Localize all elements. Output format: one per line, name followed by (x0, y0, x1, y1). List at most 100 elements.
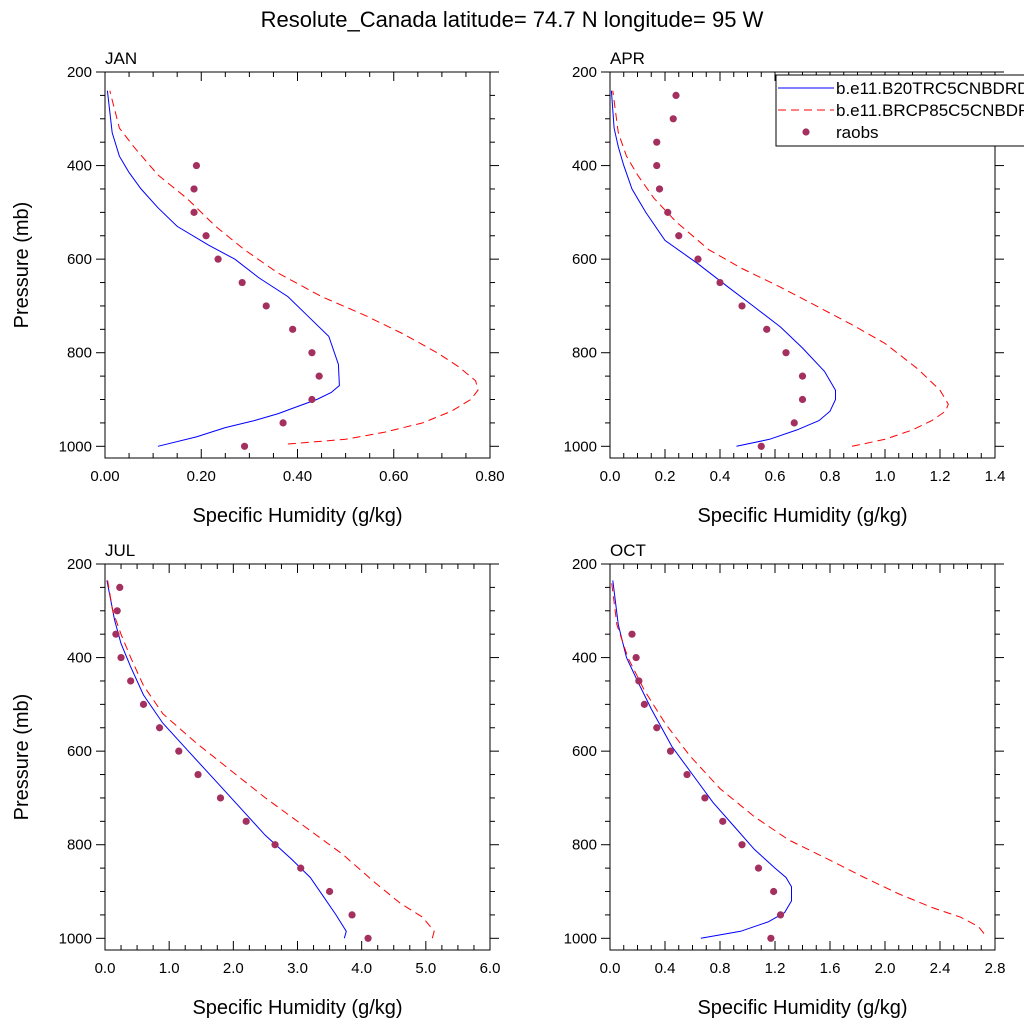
x-axis-label: Specific Humidity (g/kg) (697, 505, 907, 527)
raobs-point (190, 185, 198, 193)
series-b-e11-b20trc5cnbdrd-line (612, 580, 792, 939)
raobs-point (139, 700, 148, 708)
y-tick-label: 200 (572, 64, 597, 81)
raobs-point (190, 208, 198, 216)
raobs-point (738, 302, 746, 310)
y-tick-label: 600 (572, 743, 597, 760)
plot-frame (104, 563, 491, 951)
series-b-e11-brcp85c5cnbdrd-line (610, 580, 985, 934)
series-raobs (112, 583, 372, 942)
x-tick-label: 2.0 (875, 960, 896, 977)
y-tick-label: 1000 (564, 438, 597, 455)
raobs-point (635, 677, 643, 685)
raobs-point (669, 115, 677, 123)
raobs-point (308, 395, 316, 404)
y-tick-label: 800 (67, 837, 92, 854)
x-tick-label: 1.6 (820, 960, 841, 977)
x-tick-label: 0.40 (283, 468, 312, 485)
x-tick-label: 5.0 (415, 960, 436, 977)
raobs-point (675, 232, 683, 240)
panel-jan: JAN 0.00 0.20 0.40 0.60 0.80 200 400 600 800 1000 S… (11, 49, 505, 527)
raobs-point (664, 208, 672, 216)
raobs-point (155, 724, 164, 732)
x-tick-label: 1.0 (159, 960, 180, 977)
series-b-e11-b20trc5cnbdrd-line (106, 580, 347, 939)
raobs-point (242, 817, 250, 825)
raobs-point (798, 372, 807, 380)
raobs-point (776, 911, 785, 919)
y-tick-label: 800 (572, 837, 597, 854)
raobs-point (127, 677, 135, 685)
raobs-point (113, 607, 121, 615)
raobs-point (757, 442, 765, 450)
y-tick-label: 800 (67, 345, 92, 362)
x-tick-label: 0.0 (95, 960, 116, 977)
raobs-point (325, 887, 334, 896)
raobs-point (653, 724, 661, 732)
x-axis-label: Specific Humidity (g/kg) (697, 997, 907, 1019)
raobs-point (653, 138, 661, 146)
y-tick-label: 600 (67, 743, 92, 760)
raobs-point (348, 911, 356, 919)
raobs-point (240, 442, 249, 450)
plot-frame (104, 71, 491, 459)
panel-title: APR (610, 49, 645, 68)
y-tick-label: 200 (572, 556, 597, 573)
y-axis-label: Pressure (mb) (11, 202, 33, 329)
raobs-point (770, 887, 778, 896)
x-tick-label: 1.4 (985, 468, 1006, 485)
raobs-point (315, 372, 323, 380)
x-tick-label: 0.0 (600, 960, 621, 977)
y-tick-label: 600 (572, 251, 597, 268)
series-b-e11-b20trc5cnbdrd-line (106, 90, 340, 447)
legend: b.e11.B20TRC5CNBDRD b.e11.BRCP85C5CNBDRD r… (775, 74, 1024, 147)
raobs-point (279, 419, 287, 427)
raobs-point (262, 302, 270, 310)
y-tick-label: 200 (67, 556, 92, 573)
raobs-point (719, 817, 727, 825)
raobs-point (701, 794, 709, 802)
legend-marker (802, 128, 810, 136)
raobs-point (738, 841, 746, 849)
raobs-point (767, 934, 775, 942)
series-raobs (190, 161, 323, 450)
panel-title: JAN (105, 49, 137, 68)
x-tick-label: 1.2 (765, 960, 786, 977)
y-tick-label: 400 (572, 158, 597, 175)
raobs-point (798, 395, 807, 404)
raobs-point (782, 349, 790, 357)
legend-label: b.e11.B20TRC5CNBDRD (836, 79, 1024, 98)
raobs-point (297, 864, 305, 872)
plot-frame (609, 563, 996, 951)
x-tick-label: 1.2 (930, 468, 951, 485)
x-tick-label: 6.0 (480, 960, 501, 977)
y-tick-label: 1000 (59, 930, 92, 947)
raobs-point (754, 864, 763, 872)
raobs-point (716, 278, 724, 287)
legend-label: b.e11.BRCP85C5CNBDRD (836, 101, 1024, 120)
raobs-point (628, 630, 636, 638)
y-axis-label: Pressure (mb) (11, 694, 33, 821)
legend-label: raobs (836, 123, 879, 142)
x-tick-label: 1.0 (875, 468, 896, 485)
x-tick-label: 0.8 (710, 960, 731, 977)
x-tick-label: 0.60 (379, 468, 408, 485)
series-raobs (653, 91, 807, 450)
y-tick-label: 600 (67, 251, 92, 268)
raobs-point (271, 841, 279, 849)
raobs-point (666, 747, 675, 755)
raobs-point (364, 934, 372, 942)
x-tick-label: 4.0 (351, 960, 372, 977)
x-tick-label: 3.0 (287, 960, 308, 977)
x-tick-label: 2.8 (985, 960, 1006, 977)
x-tick-label: 0.20 (187, 468, 216, 485)
series-b-e11-b20trc5cnbdrd-line (610, 90, 836, 447)
x-axis-label: Specific Humidity (g/kg) (192, 505, 402, 527)
panel-jul: JUL 0.0 1.0 2.0 3.0 4.0 5.0 6.0 200 400 600 800 1000… (11, 541, 500, 1019)
y-tick-label: 400 (67, 158, 92, 175)
raobs-point (640, 700, 648, 708)
x-tick-label: 0.2 (655, 468, 676, 485)
raobs-point (683, 770, 691, 779)
raobs-point (655, 185, 664, 193)
